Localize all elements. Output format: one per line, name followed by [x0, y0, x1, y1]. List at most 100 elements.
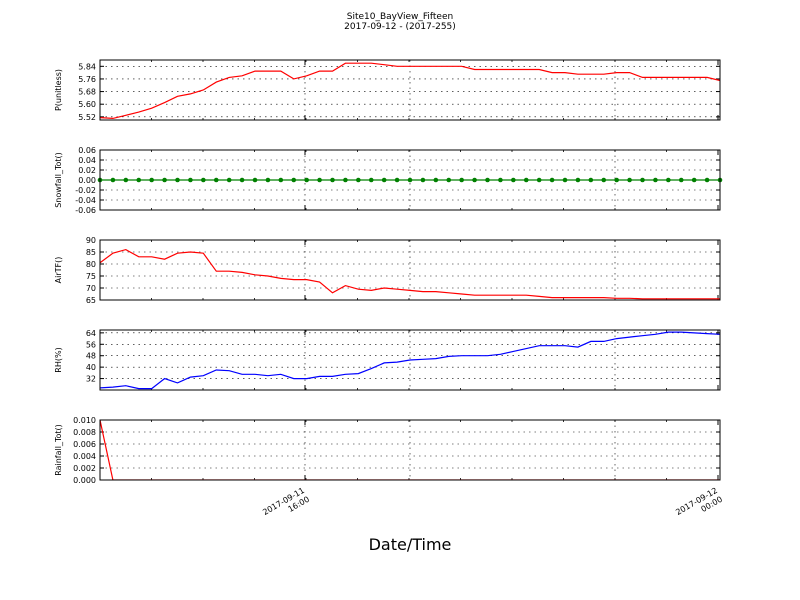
panel-2-data-point	[433, 177, 439, 183]
x-tick-label-2: 2017-09-12 00:00	[674, 486, 724, 517]
panel-2-data-point	[278, 177, 284, 183]
figure-title-line2: 2017-09-12 - (2017-255)	[344, 22, 456, 32]
panel-2-data-point	[175, 177, 180, 183]
panel-5-ytick-label: 0.010	[73, 416, 96, 425]
panel-1-ytick-label: 5.52	[78, 113, 96, 122]
panel-2-data-point	[291, 177, 297, 183]
panel-2-data-point	[201, 177, 206, 183]
panel-2-data-point	[653, 177, 658, 183]
x-tick-label-1: 2017-09-11 16:00	[261, 486, 311, 517]
panel-1-frame	[99, 59, 721, 121]
panel-4-ytick-label: 32	[86, 375, 96, 384]
panel-4-ytick-label: 64	[86, 329, 96, 338]
panel-3-ytick-label: 70	[86, 284, 96, 293]
panel-2-data-point	[304, 177, 309, 183]
panel-2-ytick-label: 0.00	[78, 176, 96, 185]
panel-2-data-point	[381, 177, 387, 183]
panel-2: -0.06-0.04-0.020.000.020.040.06 Snowfall_…	[54, 146, 723, 215]
panel-2-data-point	[640, 177, 645, 183]
panel-2-data-point	[601, 177, 607, 183]
panel-2-data-point	[536, 177, 542, 183]
panel-2-data-point	[330, 177, 335, 183]
panel-2-data-point	[317, 177, 322, 183]
panel-2-data-point	[523, 177, 529, 183]
panel-4-ytick-label: 56	[86, 340, 96, 349]
panel-2-data-point	[446, 177, 452, 183]
panel-2-data-point	[420, 177, 426, 183]
panel-5-ytick-label: 0.000	[73, 476, 96, 485]
panel-2-data-point	[343, 177, 348, 183]
panel-2-data-point	[588, 177, 594, 183]
panel-1-ytick-label: 5.76	[78, 75, 96, 84]
panel-2-data-point	[162, 177, 167, 183]
panel-5: 0.000 0.002 0.004 0.006 0.008 0.010 Rainfall_T…	[54, 416, 721, 485]
panel-3-ytick-label: 90	[86, 236, 96, 245]
panel-2-data-point	[407, 177, 413, 183]
panel-2-data-point	[704, 177, 710, 183]
panel-2-ytick-label: 0.06	[78, 146, 96, 155]
panel-2-data-point	[614, 177, 619, 183]
panel-2-data-point	[188, 177, 193, 183]
figure-title-line1: Site10_BayView_Fifteen	[347, 12, 453, 22]
panel-2-ytick-label: -0.06	[75, 206, 96, 215]
panel-5-ytick-label: 0.008	[73, 428, 96, 437]
panel-1-ylabel: P(unitless)	[54, 69, 63, 111]
panel-2-data-point	[213, 177, 219, 183]
panel-3-ytick-label: 80	[86, 260, 96, 269]
panel-3-ytick-label: 75	[86, 272, 96, 281]
panel-2-ytick-label: -0.04	[75, 196, 96, 205]
panel-4-frame	[99, 329, 721, 391]
panel-3-ylabel: AirTF()	[54, 257, 63, 284]
panel-4-ytick-label: 40	[86, 363, 96, 372]
panel-2-data-point	[394, 177, 400, 183]
panel-2-data-point	[239, 177, 245, 183]
panel-2-data-point	[575, 177, 581, 183]
panel-4-series-line	[100, 331, 720, 390]
panel-2-data-point	[368, 177, 374, 183]
panel-5-ytick-label: 0.004	[73, 452, 96, 461]
panel-2-ylabel: Snowfall_Tot()	[54, 152, 63, 208]
panel-2-data-point	[252, 177, 258, 183]
panels-group: 5.525.605.685.765.84P(unitless)-0.06-0.0…	[54, 59, 723, 485]
panel-3: 65 70 75 80 85 90 AirTF()	[54, 236, 721, 305]
panel-5-ytick-label: 0.006	[73, 440, 96, 449]
panel-2-ytick-label: -0.02	[75, 186, 96, 195]
panel-1-series-line	[100, 62, 720, 120]
panel-5-ytick-label: 0.002	[73, 464, 96, 473]
panel-3-ytick-label: 85	[86, 248, 96, 257]
panel-2-data-point	[511, 177, 516, 183]
panel-2-data-point	[627, 177, 632, 183]
panel-2-data-point	[149, 177, 154, 183]
panel-2-ytick-label: 0.02	[78, 166, 96, 175]
panel-2-data-point	[472, 177, 477, 183]
x-axis-label: Date/Time	[369, 535, 452, 554]
panel-2-data-point	[110, 177, 116, 183]
panel-2-data-point	[136, 177, 142, 183]
panel-4-ylabel: RH(%)	[54, 347, 63, 372]
panel-1-ytick-label: 5.60	[78, 100, 96, 109]
panel-3-frame	[99, 239, 721, 301]
panel-1-ytick-label: 5.84	[78, 62, 96, 71]
panel-2-data-point	[691, 177, 697, 183]
panel-2-data-point	[226, 177, 232, 183]
panel-4-ytick-label: 48	[86, 352, 96, 361]
panel-2-data-point	[265, 177, 271, 183]
panel-2-frame	[99, 149, 721, 211]
panel-2-data-point	[562, 177, 568, 183]
panel-2-data-point	[549, 177, 555, 183]
panel-2-data-point	[666, 177, 671, 183]
panel-2-ytick-label: 0.04	[78, 156, 96, 165]
panel-2-data-point	[678, 177, 684, 183]
panel-3-series-line	[100, 248, 720, 300]
panel-2-data-point	[485, 177, 490, 183]
panel-2-data-point	[498, 177, 503, 183]
panel-5-ylabel: Rainfall_Tot()	[54, 424, 63, 476]
panel-3-ytick-label: 65	[86, 296, 96, 305]
panel-2-data-point	[123, 177, 129, 183]
panel-4: 32 40 48 56 64 RH(%)	[54, 329, 721, 391]
panel-2-data-point	[459, 177, 464, 183]
panel-1: 5.52 5.60 5.68 5.76 5.84 P(unitless)	[54, 59, 721, 122]
panel-1-ytick-label: 5.68	[78, 88, 96, 97]
panel-5-frame	[99, 419, 721, 481]
